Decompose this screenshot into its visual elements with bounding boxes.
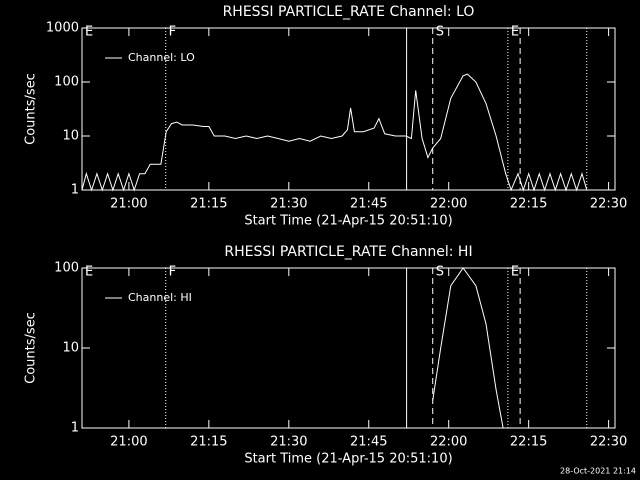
series-line xyxy=(432,267,504,429)
event-label: S xyxy=(436,25,444,40)
x-tick-label: 22:15 xyxy=(510,435,547,450)
event-label: F xyxy=(169,25,176,40)
x-tick-label: 22:00 xyxy=(430,197,467,212)
x-tick-label: 21:30 xyxy=(270,435,307,450)
x-axis-label: Start Time (21-Apr-15 20:51:10) xyxy=(244,214,452,229)
x-tick-label: 21:45 xyxy=(350,435,387,450)
y-tick-label: 1 xyxy=(71,421,79,436)
event-label: E xyxy=(85,25,93,40)
y-tick-label: 100 xyxy=(54,75,79,90)
chart-title: RHESSI PARTICLE_RATE Channel: HI xyxy=(224,244,472,260)
y-axis-label: Counts/sec xyxy=(24,312,39,384)
y-axis-label: Counts/sec xyxy=(24,73,39,145)
plot-frame xyxy=(81,27,616,191)
x-tick-label: 22:00 xyxy=(430,435,467,450)
legend-label: Channel: LO xyxy=(128,51,195,64)
event-label: S xyxy=(436,265,444,280)
y-tick-label: 1000 xyxy=(46,21,79,36)
series-line xyxy=(81,73,588,192)
x-tick-label: 21:30 xyxy=(270,197,307,212)
y-tick-label: 100 xyxy=(54,261,79,276)
event-label: F xyxy=(169,265,176,280)
x-tick-label: 21:00 xyxy=(110,197,147,212)
x-tick-label: 22:30 xyxy=(590,197,627,212)
x-tick-label: 21:15 xyxy=(190,197,227,212)
x-tick-label: 22:30 xyxy=(590,435,627,450)
y-tick-label: 10 xyxy=(62,341,79,356)
y-tick-label: 1 xyxy=(71,183,79,198)
chart-title: RHESSI PARTICLE_RATE Channel: LO xyxy=(223,4,475,20)
x-tick-label: 22:15 xyxy=(510,197,547,212)
footer-date: 28-Oct-2021 21:14 xyxy=(560,467,636,476)
x-tick-label: 21:15 xyxy=(190,435,227,450)
x-tick-label: 21:00 xyxy=(110,435,147,450)
x-tick-label: 21:45 xyxy=(350,197,387,212)
event-label: E xyxy=(511,265,519,280)
y-tick-label: 10 xyxy=(62,129,79,144)
event-label: E xyxy=(85,265,93,280)
legend-label: Channel: HI xyxy=(128,291,192,304)
event-label: E xyxy=(511,25,519,40)
x-axis-label: Start Time (21-Apr-15 20:51:10) xyxy=(244,452,452,467)
